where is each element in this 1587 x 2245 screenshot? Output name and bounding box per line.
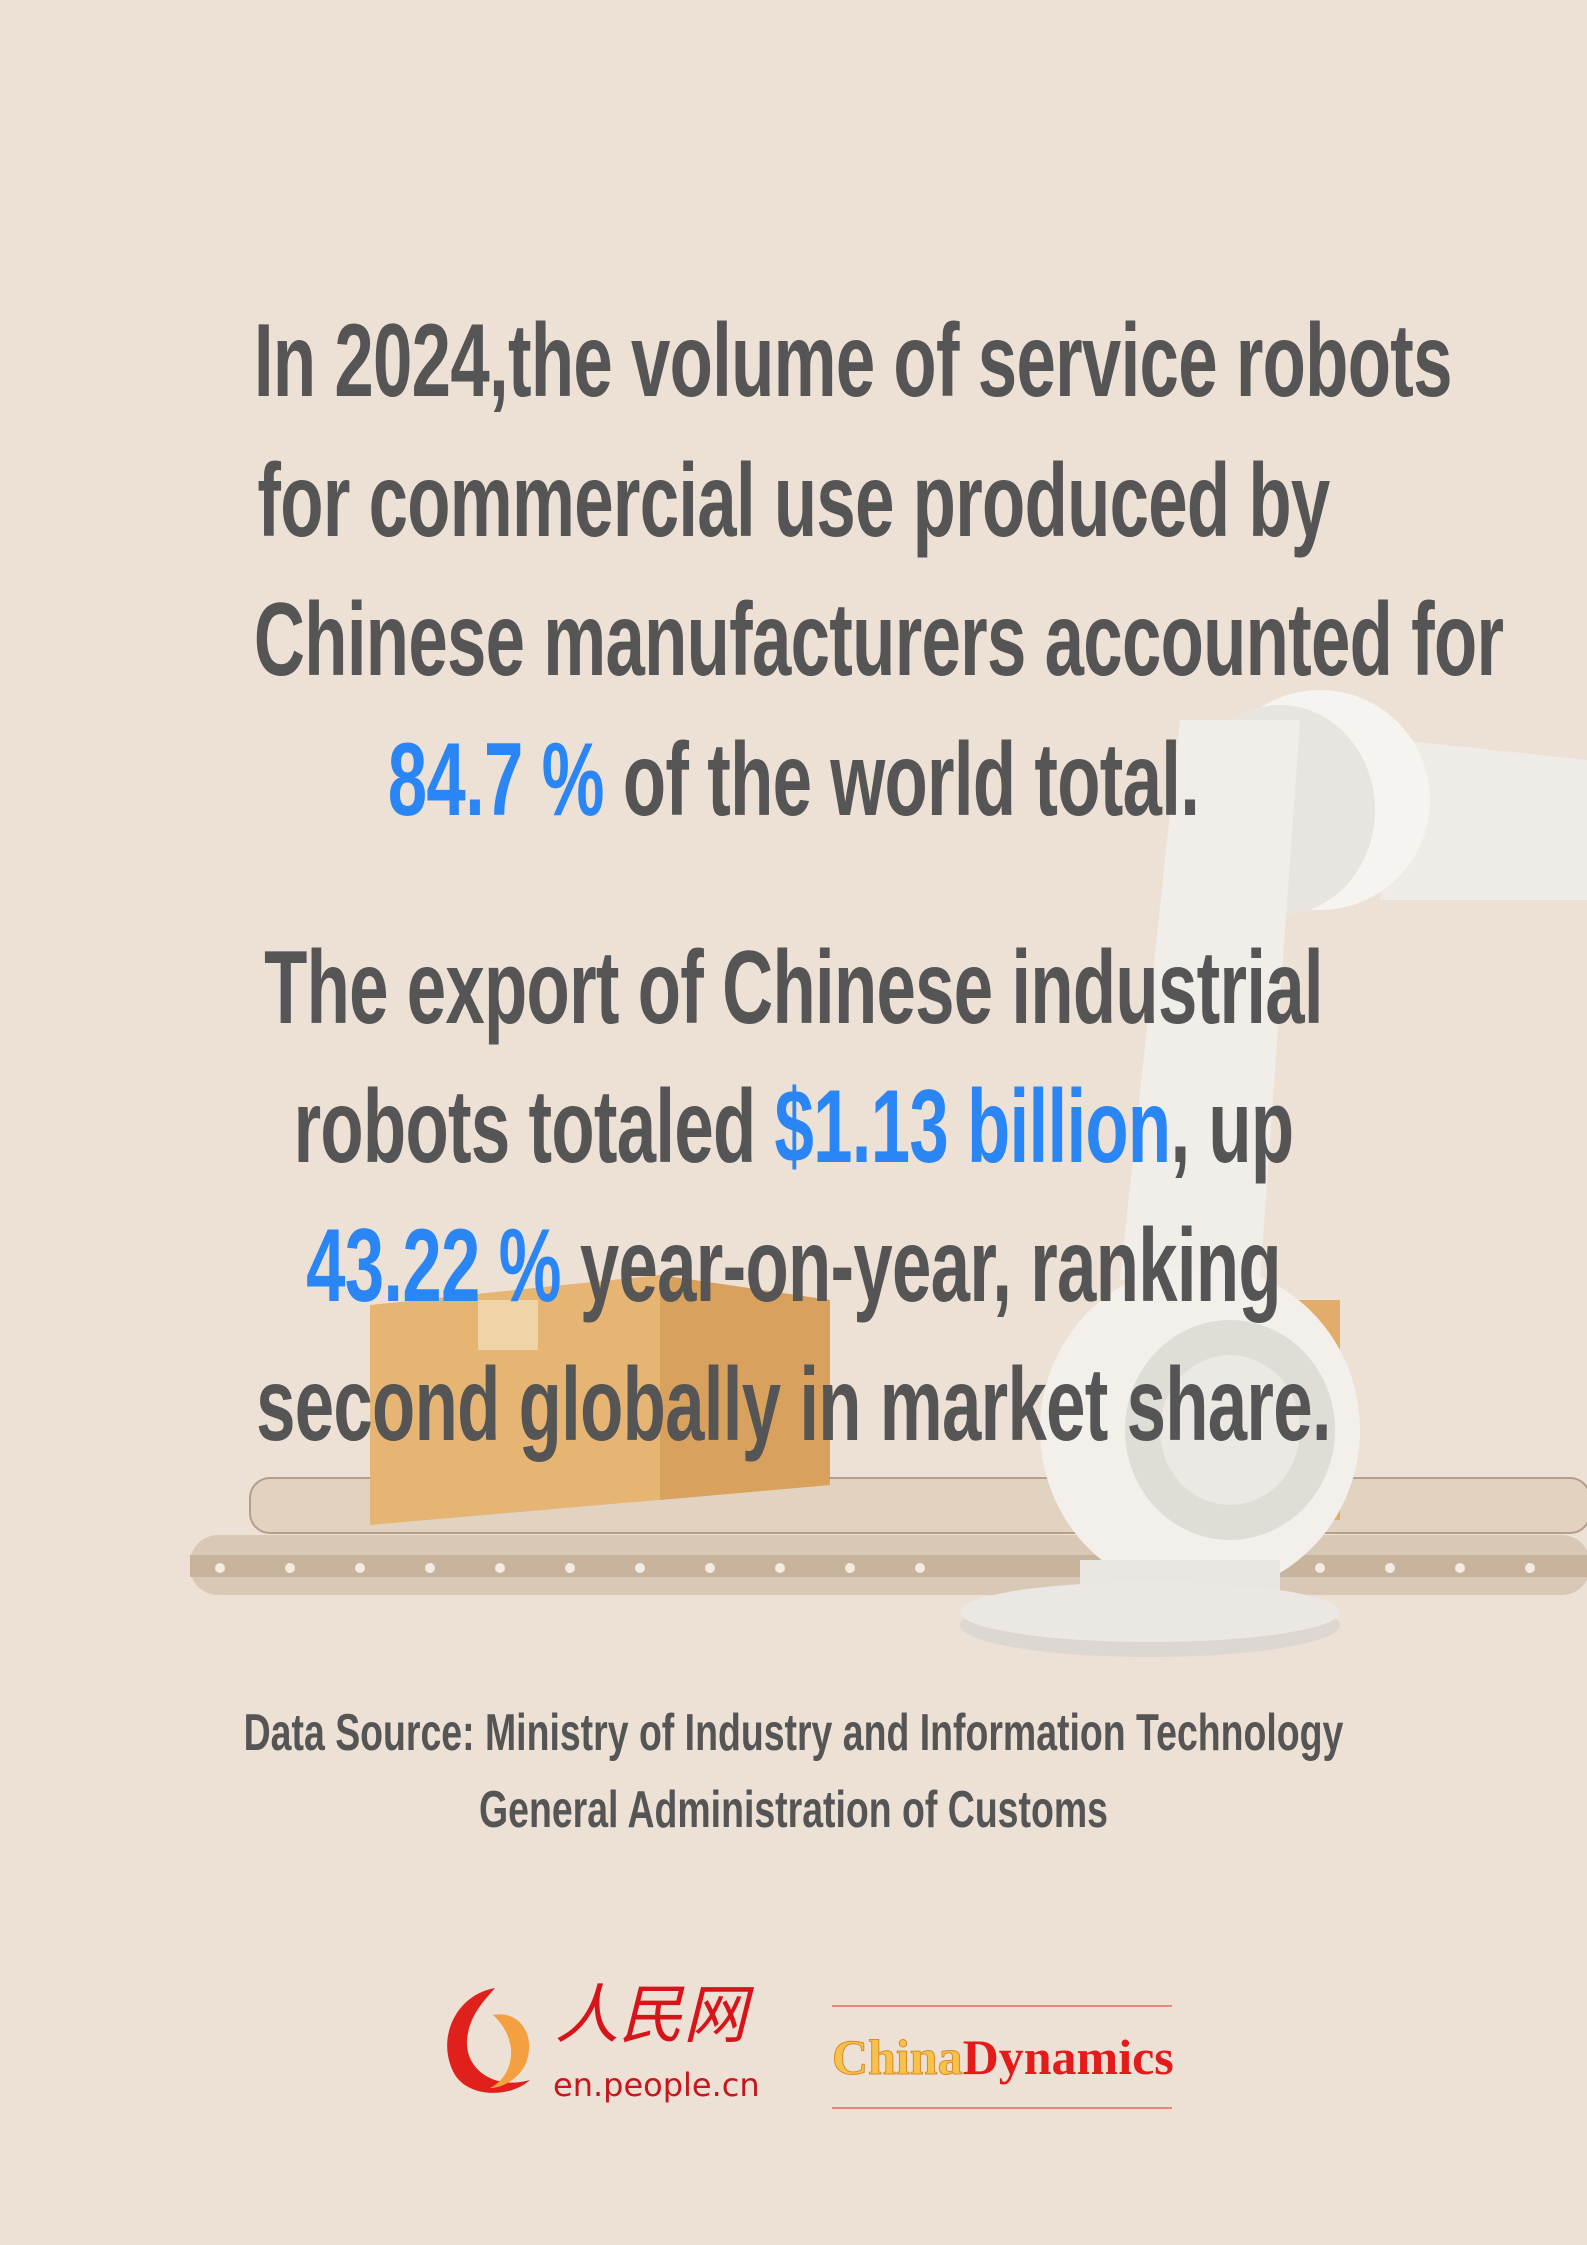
china-dynamics-logo: ChinaDynamics: [832, 2005, 1174, 2109]
headline-line-4: 84.7 % of the world total.: [254, 720, 1333, 840]
people-logo-emblem-icon: [447, 1988, 530, 2093]
headline-line-3: Chinese manufacturers accounted for: [253, 582, 1504, 698]
robot-arm: [960, 690, 1587, 1657]
logo-china: China: [832, 2029, 964, 2086]
export-line-2: robots totaled $1.13 billion, up: [254, 1067, 1333, 1187]
data-source-line-2: General Administration of Customs: [479, 1781, 1108, 1839]
people-logo-url: en.people.cn: [553, 2066, 760, 2104]
headline-line-2: for commercial use produced by: [257, 443, 1330, 559]
export-line-4: second globally in market share.: [256, 1347, 1331, 1463]
data-source-line-1: Data Source: Ministry of Industry and In…: [243, 1704, 1344, 1762]
people-logo-chinese: 人民网: [555, 1979, 747, 2053]
export-line-3: 43.22 % year-on-year, ranking: [254, 1206, 1333, 1326]
highlight-growth-percent: 43.22 %: [306, 1208, 561, 1324]
export-line-2-post: , up: [1170, 1069, 1294, 1185]
headline-line-4-text: of the world total.: [603, 722, 1200, 838]
highlight-export-value: $1.13 billion: [774, 1069, 1171, 1185]
export-line-2-pre: robots totaled: [293, 1069, 775, 1185]
export-line-1: The export of Chinese industrial: [264, 930, 1324, 1046]
headline-line-1: In 2024,the volume of service robots: [253, 303, 1453, 419]
logo-dynamics: Dynamics: [962, 2029, 1174, 2085]
people-daily-logo: 人民网 en.people.cn: [435, 1980, 795, 2110]
highlight-share-percent: 84.7 %: [387, 722, 605, 838]
export-line-3-text: year-on-year, ranking: [560, 1208, 1282, 1324]
